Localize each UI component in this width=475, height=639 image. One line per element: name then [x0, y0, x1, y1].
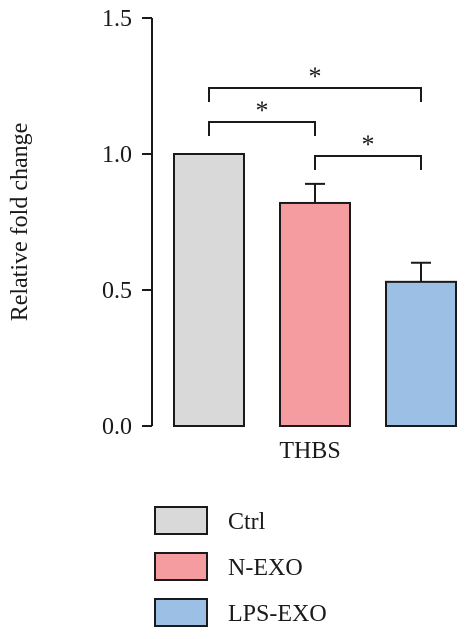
legend-swatch [154, 552, 208, 581]
significance-star: * [256, 96, 269, 125]
x-axis-label: THBS [279, 438, 340, 464]
legend-swatch [154, 506, 208, 535]
legend-label: Ctrl [228, 509, 266, 535]
legend-swatch [154, 598, 208, 627]
legend: Ctrl N-EXO LPS-EXO [154, 506, 327, 627]
y-tick-label: 0.5 [102, 278, 132, 304]
y-axis-label: Relative fold change [7, 123, 33, 322]
significance-brackets: * * * [208, 62, 422, 170]
legend-label: LPS-EXO [228, 601, 327, 627]
y-axis: 0.0 0.5 1.0 1.5 [102, 6, 153, 440]
bar-n-exo [279, 201, 351, 427]
bar-lps-exo [385, 280, 457, 427]
significance-star: * [309, 62, 322, 91]
significance-bracket [208, 121, 316, 136]
error-bars [305, 182, 431, 282]
y-tick-label: 1.0 [102, 142, 132, 168]
y-tick-label: 0.0 [102, 414, 132, 440]
significance-bracket [314, 155, 422, 170]
significance-star: * [362, 130, 375, 159]
y-tick-label: 1.5 [102, 6, 132, 32]
bar-ctrl [173, 153, 245, 427]
bars [173, 153, 457, 427]
significance-bracket [208, 87, 422, 102]
legend-label: N-EXO [228, 555, 303, 581]
